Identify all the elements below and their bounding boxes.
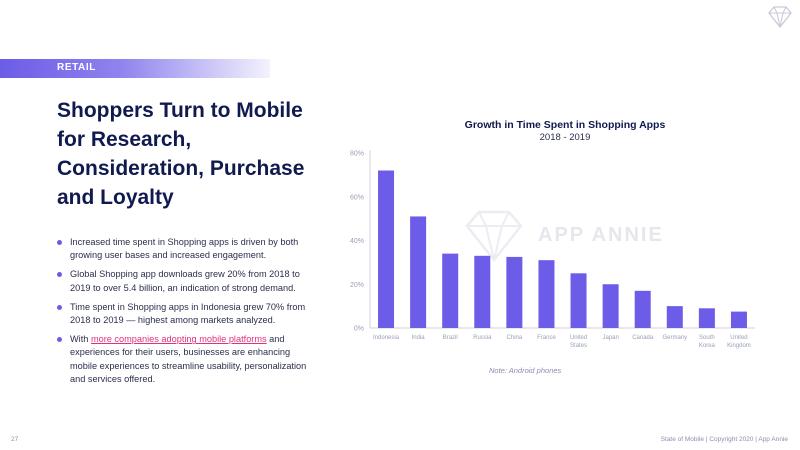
- bar: [378, 170, 395, 328]
- bullet-item: Global Shopping app downloads grew 20% f…: [57, 268, 317, 294]
- y-tick-label: 20%: [350, 282, 364, 289]
- bullet-text: With: [70, 334, 91, 345]
- x-tick-label: Kingdom: [727, 343, 751, 349]
- x-tick-label: Canada: [632, 335, 654, 341]
- section-header-bar: RETAIL: [0, 59, 270, 78]
- diamond-logo-icon: [768, 6, 792, 28]
- mobile-platforms-link[interactable]: more companies adopting mobile platforms: [90, 334, 267, 345]
- x-tick-label: Germany: [662, 335, 687, 341]
- x-tick-label: Indonesia: [373, 335, 400, 341]
- chart-subtitle: 2018 - 2019: [539, 132, 591, 143]
- x-tick-label: France: [537, 335, 556, 341]
- x-tick-label: Korea: [699, 343, 716, 349]
- x-tick-label: South: [699, 335, 715, 341]
- bullet-list: Increased time spent in Shopping apps is…: [57, 236, 317, 392]
- bullet-text: and experiences for their users, busines…: [70, 334, 307, 384]
- x-tick-label: India: [412, 335, 426, 341]
- bar: [698, 308, 715, 328]
- watermark-text: APP ANNIE: [538, 224, 664, 246]
- bar: [634, 290, 651, 328]
- bar: [442, 253, 459, 328]
- bar: [506, 256, 523, 328]
- y-tick-label: 0%: [354, 326, 364, 333]
- bullet-item: Time spent in Shopping apps in Indonesia…: [57, 301, 317, 327]
- page-number: 27: [11, 436, 19, 443]
- x-tick-label: United: [730, 335, 747, 341]
- x-tick-label: Japan: [602, 335, 618, 341]
- bar: [730, 311, 747, 328]
- y-tick-label: 40%: [350, 238, 364, 245]
- bar-chart: 0% 20% 40% 60% 80% Indonesia India Brazil Russia…: [350, 150, 755, 349]
- section-label: RETAIL: [57, 62, 96, 73]
- page-title: Shoppers Turn to Mobile for Research, Co…: [57, 99, 305, 209]
- x-tick-label: United: [570, 335, 587, 341]
- bar: [666, 306, 683, 328]
- bar: [602, 284, 619, 328]
- bar: [538, 260, 555, 328]
- bar: [410, 216, 427, 328]
- bar: [474, 255, 491, 328]
- x-tick-label: Russia: [473, 335, 492, 341]
- x-tick-label: States: [570, 343, 587, 349]
- footer-copyright: State of Mobile | Copyright 2020 | App A…: [660, 436, 788, 443]
- bullet-item: Increased time spent in Shopping apps is…: [57, 236, 317, 262]
- y-tick-label: 80%: [350, 151, 364, 158]
- x-tick-label: China: [507, 335, 523, 341]
- diamond-watermark-icon: [465, 210, 523, 262]
- y-tick-label: 60%: [350, 194, 364, 201]
- bullet-item: With more companies adopting mobile plat…: [57, 333, 317, 386]
- bar: [570, 273, 587, 328]
- chart-note: Note: Android phones: [489, 366, 562, 375]
- chart-title: Growth in Time Spent in Shopping Apps: [464, 119, 666, 131]
- x-tick-label: Brazil: [443, 335, 458, 341]
